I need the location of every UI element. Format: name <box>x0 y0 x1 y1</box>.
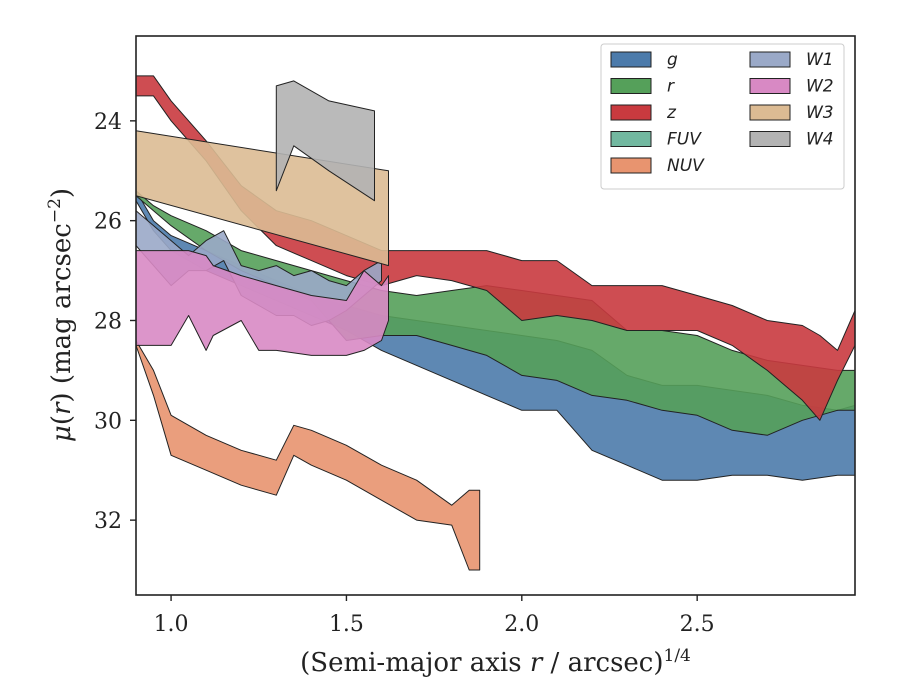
legend-label-fuv: FUV <box>667 130 702 150</box>
y-tick-label: 26 <box>94 210 122 235</box>
band-nuv <box>136 340 481 571</box>
legend-swatch-z <box>610 104 652 121</box>
x-tick-label: 2.5 <box>680 612 715 637</box>
legend-swatch-w3 <box>749 104 791 121</box>
legend: grz FUV NUV W1 W2 W3 W4 <box>600 43 845 190</box>
x-tick-label: 2.0 <box>504 612 539 637</box>
plot-area <box>136 75 855 571</box>
y-axis: 24 26 28 30 32 <box>94 110 136 534</box>
legend-swatch-r <box>610 78 652 94</box>
y-tick-label: 30 <box>94 409 122 434</box>
x-tick-label: 1.0 <box>154 612 189 637</box>
legend-label-w2: W2 <box>806 77 834 97</box>
legend-label-w3: W3 <box>806 103 834 123</box>
legend-label-w1: W1 <box>806 50 834 70</box>
x-axis-label: (Semi-major axis r / arcsec)1/4 <box>300 646 691 678</box>
x-tick-label: 1.5 <box>329 612 364 637</box>
legend-swatch-w4 <box>749 131 791 147</box>
y-axis-label: μ(r) (mag arcsec−2) <box>45 188 77 442</box>
legend-label-w4: W4 <box>806 130 834 150</box>
legend-swatch-g <box>610 51 652 68</box>
legend-swatch-w2 <box>749 78 791 94</box>
y-tick-label: 32 <box>94 509 122 534</box>
band-w2 <box>136 250 389 356</box>
y-tick-label: 24 <box>94 110 122 135</box>
y-tick-label: 28 <box>94 309 122 334</box>
x-axis: 1.0 1.5 2.0 2.5 <box>154 595 715 637</box>
legend-label-r: r <box>667 77 675 97</box>
band-w4 <box>275 80 375 202</box>
legend-swatch-fuv <box>610 131 652 147</box>
legend-swatch-w1 <box>749 51 791 68</box>
legend-swatch-nuv <box>610 157 652 174</box>
axes-frame <box>135 35 856 596</box>
legend-label-z: z <box>666 103 677 123</box>
legend-label-g: g <box>667 50 678 70</box>
legend-label-nuv: NUV <box>667 156 705 176</box>
